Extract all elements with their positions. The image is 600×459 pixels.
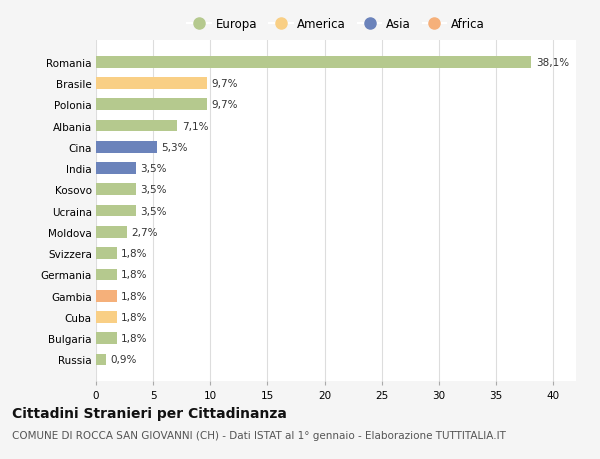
- Text: 2,7%: 2,7%: [131, 227, 158, 237]
- Text: 1,8%: 1,8%: [121, 249, 148, 258]
- Bar: [96, 227, 127, 238]
- Text: 1,8%: 1,8%: [121, 334, 148, 343]
- Bar: [96, 78, 207, 90]
- Bar: [96, 248, 116, 259]
- Text: 9,7%: 9,7%: [211, 79, 238, 89]
- Text: 0,9%: 0,9%: [111, 355, 137, 365]
- Bar: [96, 120, 177, 132]
- Text: 5,3%: 5,3%: [161, 142, 188, 152]
- Text: 3,5%: 3,5%: [140, 164, 167, 174]
- Text: Cittadini Stranieri per Cittadinanza: Cittadini Stranieri per Cittadinanza: [12, 406, 287, 420]
- Bar: [96, 57, 532, 68]
- Bar: [96, 354, 106, 365]
- Text: 9,7%: 9,7%: [211, 100, 238, 110]
- Legend: Europa, America, Asia, Africa: Europa, America, Asia, Africa: [182, 13, 490, 36]
- Text: 38,1%: 38,1%: [536, 57, 569, 67]
- Bar: [96, 163, 136, 174]
- Text: 1,8%: 1,8%: [121, 270, 148, 280]
- Bar: [96, 205, 136, 217]
- Bar: [96, 184, 136, 196]
- Text: 7,1%: 7,1%: [182, 121, 208, 131]
- Text: 3,5%: 3,5%: [140, 185, 167, 195]
- Text: 3,5%: 3,5%: [140, 206, 167, 216]
- Bar: [96, 311, 116, 323]
- Bar: [96, 142, 157, 153]
- Text: 1,8%: 1,8%: [121, 312, 148, 322]
- Bar: [96, 333, 116, 344]
- Bar: [96, 290, 116, 302]
- Text: 1,8%: 1,8%: [121, 291, 148, 301]
- Text: COMUNE DI ROCCA SAN GIOVANNI (CH) - Dati ISTAT al 1° gennaio - Elaborazione TUTT: COMUNE DI ROCCA SAN GIOVANNI (CH) - Dati…: [12, 431, 506, 441]
- Bar: [96, 269, 116, 280]
- Bar: [96, 99, 207, 111]
